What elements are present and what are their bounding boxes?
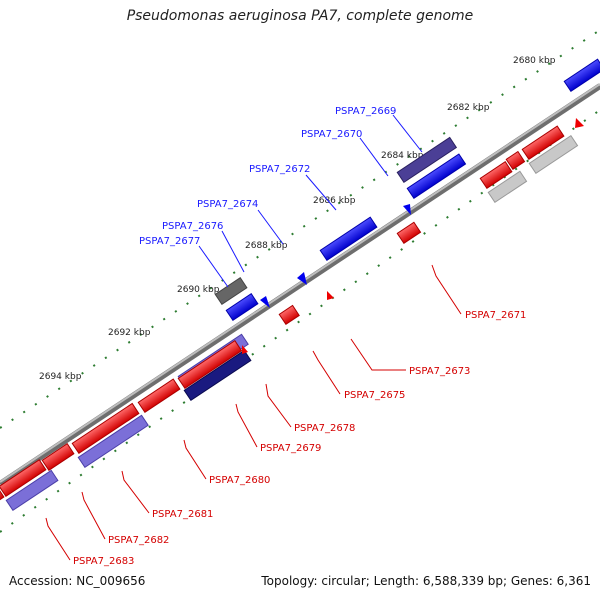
- tick-label: 2682 kbp: [447, 103, 490, 113]
- tick-labels: 2680 kbp 2682 kbp 2684 kbp 2686 kbp 2688…: [39, 56, 556, 382]
- gene-label[interactable]: PSPA7_2671: [465, 310, 526, 321]
- gene-feature[interactable]: [563, 58, 600, 93]
- gene-feature[interactable]: [297, 272, 307, 285]
- gene-label[interactable]: PSPA7_2680: [209, 475, 270, 486]
- gene-labels: PSPA7_2669 PSPA7_2670 PSPA7_2672 PSPA7_2…: [73, 106, 526, 567]
- gene-feature[interactable]: [225, 293, 259, 322]
- gene-feature[interactable]: [177, 340, 243, 390]
- gene-feature[interactable]: [71, 402, 140, 455]
- gene-feature[interactable]: [0, 486, 5, 502]
- gene-feature[interactable]: [396, 136, 458, 184]
- gene-label[interactable]: PSPA7_2678: [294, 423, 355, 434]
- gene-label[interactable]: PSPA7_2676: [162, 221, 223, 232]
- reverse-genes: [0, 118, 584, 502]
- tick-label: 2692 kbp: [108, 328, 151, 338]
- gene-feature[interactable]: [479, 161, 513, 190]
- gene-label[interactable]: PSPA7_2681: [152, 509, 213, 520]
- gene-label[interactable]: PSPA7_2674: [197, 199, 258, 210]
- gene-label[interactable]: PSPA7_2669: [335, 106, 396, 117]
- tick-label: 2684 kbp: [381, 151, 424, 161]
- gene-feature[interactable]: [278, 304, 300, 326]
- gene-label[interactable]: PSPA7_2682: [108, 535, 169, 546]
- gene-feature[interactable]: [406, 153, 467, 200]
- tick-label: 2686 kbp: [313, 196, 356, 206]
- gene-feature[interactable]: [0, 459, 47, 498]
- label-leaders: [45, 114, 462, 561]
- gene-feature[interactable]: [242, 345, 248, 354]
- gene-feature[interactable]: [528, 134, 579, 175]
- tick-label: 2690 kbp: [177, 285, 220, 295]
- gene-feature[interactable]: [77, 414, 149, 469]
- gene-label[interactable]: PSPA7_2683: [73, 556, 134, 567]
- gene-feature[interactable]: [319, 216, 378, 262]
- gene-feature[interactable]: [505, 150, 526, 171]
- genome-summary-text: Topology: circular; Length: 6,588,339 bp…: [261, 574, 591, 588]
- gene-feature[interactable]: [5, 469, 59, 512]
- gene-label[interactable]: PSPA7_2677: [139, 236, 200, 247]
- gene-label[interactable]: PSPA7_2672: [249, 164, 310, 175]
- gene-feature[interactable]: [41, 443, 75, 472]
- genome-backbone: [0, 83, 600, 487]
- gene-feature[interactable]: [521, 125, 565, 161]
- gene-feature[interactable]: [403, 204, 411, 215]
- gene-label[interactable]: PSPA7_2675: [344, 390, 405, 401]
- accession-text: Accession: NC_009656: [9, 574, 146, 588]
- gene-label[interactable]: PSPA7_2673: [409, 366, 470, 377]
- tick-label: 2694 kbp: [39, 372, 82, 382]
- gene-feature[interactable]: [396, 221, 422, 245]
- map-title: Pseudomonas aeruginosa PA7, complete gen…: [126, 8, 474, 24]
- gene-label[interactable]: PSPA7_2679: [260, 443, 321, 454]
- gene-label[interactable]: PSPA7_2670: [301, 129, 362, 140]
- tick-label: 2688 kbp: [245, 241, 288, 251]
- forward-genes: [5, 58, 600, 512]
- gene-feature[interactable]: [260, 296, 270, 308]
- gene-feature[interactable]: [327, 291, 334, 300]
- gene-feature[interactable]: [487, 170, 528, 204]
- gene-feature[interactable]: [575, 118, 584, 128]
- tick-label: 2680 kbp: [513, 56, 556, 66]
- gene-feature[interactable]: [183, 349, 252, 402]
- upper-tick-guide: [0, 29, 600, 429]
- gene-feature[interactable]: [137, 378, 181, 414]
